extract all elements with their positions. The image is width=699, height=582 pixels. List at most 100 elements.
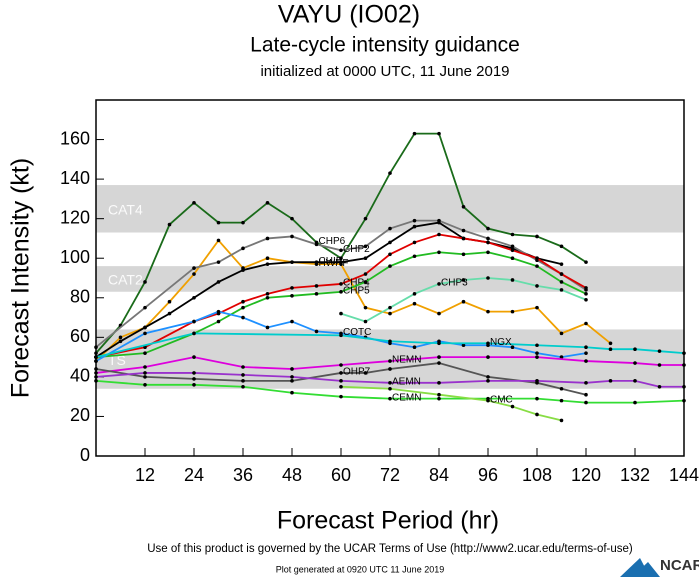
data-point <box>510 345 515 350</box>
data-point <box>167 299 172 304</box>
x-tick-label: 132 <box>620 465 650 485</box>
data-point <box>559 386 564 391</box>
series-line <box>340 385 562 422</box>
x-tick-label: 48 <box>282 465 302 485</box>
data-point <box>241 246 245 251</box>
data-point <box>486 379 490 383</box>
data-point <box>192 319 196 324</box>
data-point <box>314 329 319 334</box>
data-point <box>535 355 539 359</box>
data-point <box>535 305 539 310</box>
data-point <box>559 331 564 336</box>
data-point <box>314 242 319 247</box>
data-point <box>437 392 441 397</box>
data-point <box>290 379 294 383</box>
data-point <box>388 305 392 310</box>
data-point <box>559 262 564 266</box>
data-point <box>486 398 490 403</box>
data-point <box>437 218 441 223</box>
data-point <box>535 379 539 383</box>
x-tick-label: 96 <box>478 465 498 485</box>
data-point <box>363 216 368 221</box>
data-point <box>143 375 147 379</box>
series-line <box>95 238 612 362</box>
data-point <box>559 280 564 284</box>
data-point <box>388 367 392 371</box>
data-point <box>657 363 662 367</box>
data-point <box>437 396 441 401</box>
data-point <box>461 343 466 348</box>
data-point <box>388 240 392 245</box>
data-point <box>143 365 147 369</box>
data-point <box>584 260 588 264</box>
data-point <box>241 384 245 389</box>
data-point <box>584 297 588 302</box>
data-point <box>241 373 245 377</box>
data-point <box>363 272 368 276</box>
data-point <box>461 228 466 233</box>
series-label: NEMN <box>392 355 421 366</box>
data-point <box>388 381 392 385</box>
y-tick-label: 80 <box>70 287 90 307</box>
x-tick-label: 12 <box>135 465 155 485</box>
data-point <box>437 131 441 136</box>
data-point <box>412 224 417 229</box>
data-point <box>241 220 245 225</box>
data-point <box>290 286 294 290</box>
data-point <box>535 256 539 261</box>
data-point <box>363 280 368 284</box>
data-point <box>412 301 417 306</box>
data-point <box>437 282 441 286</box>
data-point <box>584 345 588 350</box>
data-point <box>559 418 564 423</box>
data-point <box>363 256 368 261</box>
data-point <box>265 262 270 266</box>
data-point <box>412 345 417 350</box>
data-point <box>290 294 294 298</box>
data-point <box>290 216 294 221</box>
data-point <box>535 351 539 355</box>
x-axis-label: Forecast Period (hr) <box>277 507 499 535</box>
series-line <box>95 379 685 404</box>
data-point <box>143 280 147 284</box>
data-point <box>510 232 515 237</box>
y-tick-label: 0 <box>80 445 90 465</box>
data-point <box>290 375 294 379</box>
data-point <box>535 264 539 268</box>
data-point <box>290 390 294 395</box>
category-band <box>96 266 684 292</box>
data-point <box>339 282 343 286</box>
data-point <box>682 384 686 389</box>
y-tick-label: 60 <box>70 326 90 346</box>
data-point <box>363 319 368 324</box>
series-label: HWRF <box>319 258 349 269</box>
data-point <box>657 349 662 353</box>
data-point <box>265 201 270 205</box>
data-point <box>216 280 221 284</box>
data-point <box>143 351 147 355</box>
data-point <box>388 264 392 268</box>
data-point <box>510 404 515 409</box>
data-point <box>608 347 613 352</box>
y-tick-label: 120 <box>60 207 90 227</box>
data-point <box>584 392 588 397</box>
data-point <box>388 339 392 344</box>
data-point <box>461 299 466 304</box>
data-point <box>584 286 588 290</box>
data-point <box>584 359 588 363</box>
data-point <box>143 383 147 387</box>
data-point <box>192 331 196 336</box>
y-tick-label: 100 <box>60 247 90 267</box>
data-point <box>608 341 613 346</box>
data-point <box>437 232 441 237</box>
data-point <box>94 351 98 355</box>
series-label: CHP2 <box>343 244 370 255</box>
data-point <box>412 292 417 296</box>
data-point <box>510 248 515 253</box>
data-point <box>535 343 539 348</box>
data-point <box>94 355 98 359</box>
y-tick-label: 140 <box>60 168 90 188</box>
data-point <box>535 234 539 239</box>
data-point <box>584 381 588 385</box>
